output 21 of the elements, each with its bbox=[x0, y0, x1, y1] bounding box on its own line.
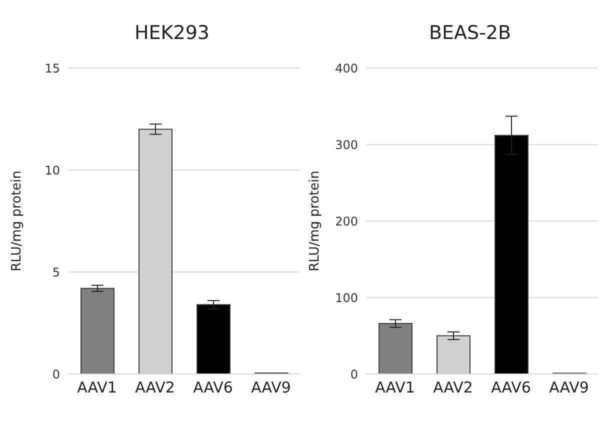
chart-title: HEK293 bbox=[133, 22, 211, 44]
x-tick-label: AAV1 bbox=[375, 378, 415, 397]
y-tick-label: 200 bbox=[335, 214, 358, 228]
y-axis-title: RLU/mg protein bbox=[10, 170, 25, 272]
y-axis-title: RLU/mg protein bbox=[308, 170, 323, 272]
x-tick-label: AAV2 bbox=[433, 378, 473, 397]
x-tick-label: AAV2 bbox=[135, 378, 175, 397]
x-tick-label: AAV9 bbox=[251, 378, 291, 397]
x-tick-label: AAV9 bbox=[549, 378, 589, 397]
y-tick-label: 0 bbox=[52, 367, 60, 382]
y-tick-label: 0 bbox=[350, 367, 358, 382]
y-tick-label: 400 bbox=[335, 61, 358, 76]
y-tick-label: 10 bbox=[44, 163, 60, 178]
chart-title: BEAS-2B bbox=[428, 22, 512, 44]
y-tick-label: 5 bbox=[52, 265, 60, 280]
y-tick-label: 100 bbox=[335, 290, 358, 305]
x-tick-label: AAV6 bbox=[193, 378, 233, 397]
y-tick-label: 15 bbox=[44, 61, 60, 76]
x-tick-label: AAV1 bbox=[77, 378, 117, 397]
x-tick-label: AAV6 bbox=[491, 378, 531, 397]
y-tick-label: 300 bbox=[335, 138, 358, 152]
